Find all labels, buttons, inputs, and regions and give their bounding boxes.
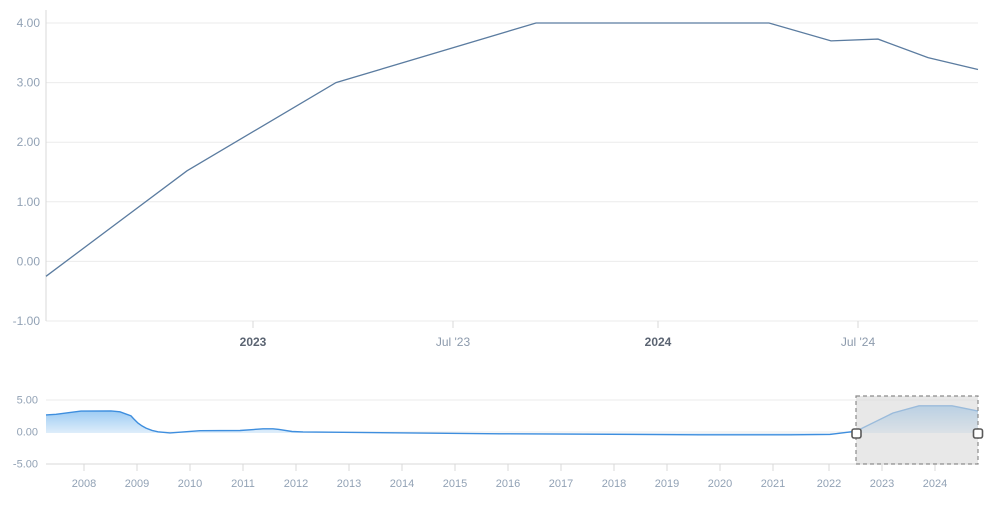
svg-text:2018: 2018	[602, 478, 626, 490]
svg-text:-1.00: -1.00	[13, 314, 41, 328]
svg-text:2024: 2024	[923, 478, 947, 490]
svg-text:2.00: 2.00	[17, 135, 41, 149]
svg-text:2015: 2015	[443, 478, 467, 490]
svg-text:Jul '24: Jul '24	[841, 335, 876, 349]
svg-text:2023: 2023	[870, 478, 894, 490]
svg-text:0.00: 0.00	[17, 254, 41, 268]
svg-text:2021: 2021	[761, 478, 785, 490]
svg-text:-5.00: -5.00	[13, 459, 38, 471]
svg-text:2017: 2017	[549, 478, 573, 490]
svg-text:2008: 2008	[72, 478, 96, 490]
svg-text:2010: 2010	[178, 478, 202, 490]
svg-text:2019: 2019	[655, 478, 679, 490]
svg-text:4.00: 4.00	[17, 16, 41, 30]
svg-text:2024: 2024	[645, 335, 672, 349]
svg-text:2014: 2014	[390, 478, 414, 490]
svg-text:2009: 2009	[125, 478, 149, 490]
svg-text:2023: 2023	[240, 335, 267, 349]
svg-text:2011: 2011	[231, 478, 255, 490]
svg-text:2022: 2022	[817, 478, 841, 490]
svg-text:2020: 2020	[708, 478, 732, 490]
svg-text:1.00: 1.00	[17, 195, 41, 209]
svg-text:5.00: 5.00	[17, 395, 38, 407]
svg-text:2013: 2013	[337, 478, 361, 490]
svg-text:2016: 2016	[496, 478, 520, 490]
svg-text:3.00: 3.00	[17, 76, 41, 90]
svg-text:2012: 2012	[284, 478, 308, 490]
svg-text:Jul '23: Jul '23	[436, 335, 471, 349]
svg-text:0.00: 0.00	[17, 427, 38, 439]
